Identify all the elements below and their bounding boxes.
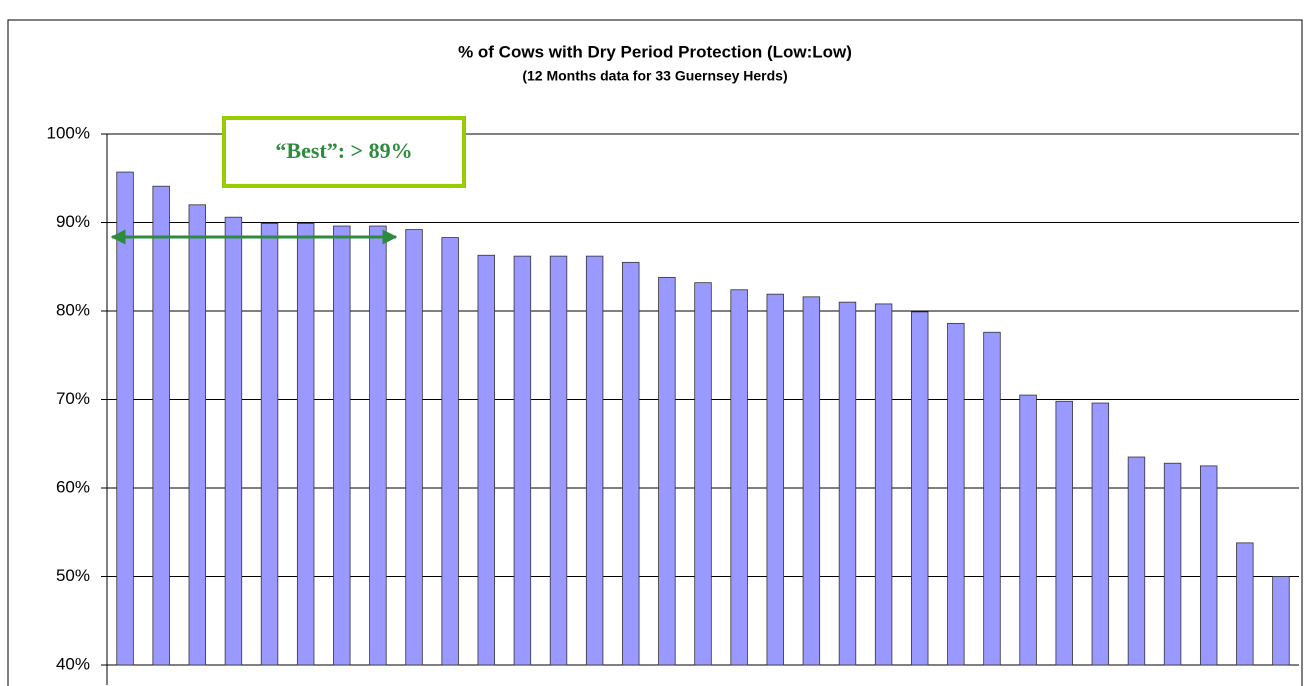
bar [1199,465,1218,666]
bar [116,171,134,666]
chart-title: % of Cows with Dry Period Protection (Lo… [458,42,852,61]
plot-area: 40% 50% 60% 70% 80% 90% 100% [47,123,1299,685]
bar [224,216,243,666]
bar [549,255,568,666]
y-tick-label: 40% [56,654,90,673]
bar [369,225,387,666]
bar [694,282,712,666]
bar [1163,462,1182,666]
bar [441,237,459,666]
bar [477,254,495,666]
bar [188,204,207,666]
y-tick-label: 90% [56,212,90,231]
y-tick-label: 70% [56,389,90,408]
annotation-text: “Best”: > 89% [275,138,412,163]
bar [1055,400,1073,666]
annotation-box [222,116,466,188]
bar [333,225,351,666]
bar [1236,542,1254,666]
bar [1019,394,1037,666]
chart-subtitle: (12 Months data for 33 Guernsey Herds) [522,68,787,84]
bar [802,296,821,666]
y-tick-label: 100% [47,123,90,142]
bar [152,185,170,666]
y-tick-label: 60% [56,477,90,496]
bar [1272,576,1290,666]
y-tick-label: 50% [56,566,90,585]
bar [260,222,279,666]
bar [513,255,532,666]
bar [296,222,315,666]
bar [405,229,423,666]
bar [983,331,1001,666]
y-tick-label: 80% [56,300,90,319]
bar [874,303,893,666]
bar [1091,402,1110,666]
bar [838,301,857,666]
bar [911,311,929,666]
bar [622,261,640,666]
bar [658,276,676,666]
bar [947,322,965,666]
bar [766,293,784,666]
bar [1127,456,1146,666]
bar [730,289,748,666]
bar [585,255,604,666]
